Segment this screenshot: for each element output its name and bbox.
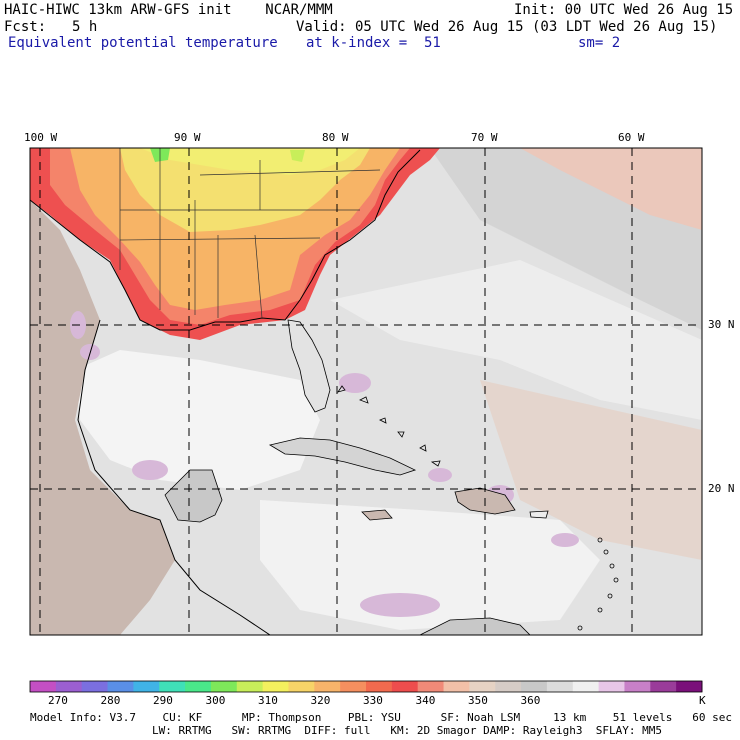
colorbar-swatch — [81, 681, 109, 692]
lat-lon-grid — [30, 148, 702, 635]
south-america — [419, 617, 531, 635]
colorbar-tick-label: 320 — [310, 694, 331, 707]
bahamas — [337, 385, 441, 467]
level-label: at k-index = 51 — [306, 35, 441, 51]
colorbar-swatch — [159, 681, 186, 692]
puerto-rico — [529, 510, 549, 519]
colorbar-unit: K — [699, 694, 706, 707]
colorbar-swatch — [443, 681, 470, 692]
colorbar-swatch — [133, 681, 160, 692]
colorbar-swatch — [391, 681, 419, 692]
colorbar-swatch — [521, 681, 548, 692]
atlantic-light-band — [330, 260, 702, 420]
colorbar-tick-label: 360 — [520, 694, 541, 707]
colorbar-swatch — [495, 681, 522, 692]
colorbar-swatch — [598, 681, 625, 692]
colorbar-swatch — [366, 681, 393, 692]
map-field — [30, 148, 702, 635]
map-border — [29, 147, 703, 636]
atlantic-warm-zone — [520, 148, 702, 230]
colorbar-swatch — [55, 681, 83, 692]
us-green-patch-2 — [290, 150, 305, 162]
lon-label-90w: 90 W — [174, 131, 201, 144]
colorbar-swatch — [314, 681, 341, 692]
lat-label-20n: 20 N — [708, 482, 735, 495]
us-state-lines — [119, 148, 381, 319]
yucatan — [164, 469, 223, 523]
us-cool-band — [140, 148, 360, 175]
atlantic-tan-zone — [480, 380, 702, 560]
gulf-light-zone — [75, 350, 320, 490]
colorbar-swatch — [546, 681, 574, 692]
lon-label-80w: 80 W — [322, 131, 349, 144]
colorbar-tick-label: 350 — [468, 694, 488, 707]
field-name: Equivalent potential temperature — [8, 35, 278, 51]
colorbar-tick-label: 300 — [205, 694, 226, 707]
colorbar-tick-label: 290 — [153, 694, 173, 707]
lesser-antilles — [577, 537, 619, 631]
colorbar-swatch — [650, 681, 677, 692]
colorbar-swatch — [469, 681, 496, 692]
colorbar-swatch — [236, 681, 264, 692]
smoothing-label: sm= 2 — [578, 35, 621, 51]
jamaica — [361, 509, 393, 521]
valid-time: Valid: 05 UTC Wed 26 Aug 15 (03 LDT Wed … — [296, 19, 718, 35]
cuba — [268, 437, 417, 476]
lon-label-60w: 60 W — [618, 131, 645, 144]
colorbar-swatch — [624, 681, 651, 692]
florida — [287, 319, 331, 413]
colorbar-swatch — [210, 681, 238, 692]
lon-label-100w: 100 W — [24, 131, 58, 144]
colorbar-border — [29, 680, 703, 693]
lat-label-30n: 30 N — [708, 318, 735, 331]
forecast-label: Fcst: — [4, 19, 47, 35]
colorbar-swatch — [107, 681, 134, 692]
colorbar-tick-label: 270 — [48, 694, 68, 707]
model-info-line1: Model Info: V3.7 CU: KF MP: Thompson PBL… — [30, 711, 732, 724]
plot-title: HAIC-HIWC 13km ARW-GFS init NCAR/MMM — [4, 2, 333, 18]
colorbar-swatch — [417, 681, 445, 692]
mexico-landmass — [30, 200, 175, 635]
colorbar-tick-label: 280 — [100, 694, 121, 707]
colorbar-swatch — [185, 681, 212, 692]
colorbar — [29, 680, 703, 693]
init-time: Init: 00 UTC Wed 26 Aug 15 — [514, 2, 734, 18]
colorbar-swatch — [288, 681, 315, 692]
colorbar-tick-label: 340 — [415, 694, 436, 707]
colorbar-swatch — [340, 681, 367, 692]
forecast-hour: 5 h — [72, 19, 98, 35]
colorbar-tick-label: 330 — [363, 694, 383, 707]
lon-label-70w: 70 W — [471, 131, 498, 144]
colorbar-swatch — [572, 681, 600, 692]
colorbar-swatch — [676, 681, 703, 692]
colorbar-swatch — [30, 681, 57, 692]
caribbean-light-zone — [260, 500, 600, 630]
central-america-coast — [77, 319, 271, 635]
colorbar-swatch — [262, 681, 289, 692]
model-info-line2: LW: RRTMG SW: RRTMG DIFF: full KM: 2D Sm… — [152, 724, 662, 737]
colorbar-tick-label: 310 — [258, 694, 278, 707]
